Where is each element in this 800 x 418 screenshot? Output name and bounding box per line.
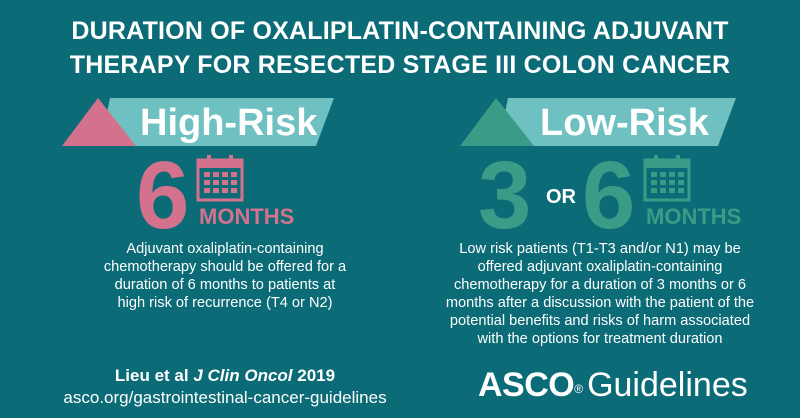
low-risk-desc-line: offered adjuvant oxaliplatin-containing <box>477 259 723 275</box>
citation-year: 2019 <box>292 366 336 385</box>
low-risk-or: OR <box>546 186 576 208</box>
low-risk-desc-line: Low risk patients (T1-T3 and/or N1) may … <box>459 241 741 257</box>
low-risk-desc-line: months after a discussion with the patie… <box>445 295 755 311</box>
low-risk-banner: Low-Risk <box>460 98 736 146</box>
logo-brand: ASCO <box>478 366 575 404</box>
low-risk-label: Low-Risk <box>540 102 709 144</box>
low-risk-number-b: 6 <box>582 142 636 249</box>
citation-journal: J Clin Oncol <box>193 366 293 385</box>
citation-authors: Lieu et al <box>114 366 194 385</box>
high-risk-number: 6 <box>136 142 190 249</box>
low-risk-banner-shape <box>460 98 736 146</box>
title-line-2: THERAPY FOR RESECTED STAGE III COLON CAN… <box>69 51 731 79</box>
high-risk-desc-line: high risk of recurrence (T4 or N2) <box>117 295 333 311</box>
high-risk-desc-line: Adjuvant oxaliplatin-containing <box>126 241 324 257</box>
title-line-1: DURATION OF OXALIPLATIN-CONTAINING ADJUV… <box>71 17 729 45</box>
high-risk-banner: High-Risk <box>62 98 334 146</box>
logo-reg-mark: ® <box>574 382 584 396</box>
high-risk-unit: MONTHS <box>199 204 295 229</box>
high-risk-desc-line: duration of 6 months to patients at <box>114 277 336 293</box>
low-risk-number-a: 3 <box>478 142 532 249</box>
high-risk-description: Adjuvant oxaliplatin-containing chemothe… <box>60 240 390 312</box>
citation: Lieu et al J Clin Oncol 2019 <box>0 366 450 386</box>
logo-word: Guidelines <box>587 366 748 404</box>
low-risk-unit: MONTHS <box>646 204 742 229</box>
calendar-icon <box>643 155 691 202</box>
low-risk-desc-line: chemotherapy for a duration of 3 months … <box>453 277 747 293</box>
page-title: DURATION OF OXALIPLATIN-CONTAINING ADJUV… <box>0 14 800 82</box>
low-risk-description: Low risk patients (T1-T3 and/or N1) may … <box>410 240 790 348</box>
low-risk-desc-line: potential benefits and risks of harm ass… <box>449 313 751 329</box>
high-risk-label: High-Risk <box>140 102 318 144</box>
calendar-icon <box>196 155 244 202</box>
low-risk-desc-line: with the options for treatment duration <box>477 331 723 347</box>
high-risk-desc-line: chemotherapy should be offered for a <box>103 259 347 275</box>
guidelines-url[interactable]: asco.org/gastrointestinal-cancer-guideli… <box>63 388 387 407</box>
asco-guidelines-logo: ASCO® Guidelines <box>478 365 748 405</box>
high-risk-banner-shape <box>62 98 334 146</box>
